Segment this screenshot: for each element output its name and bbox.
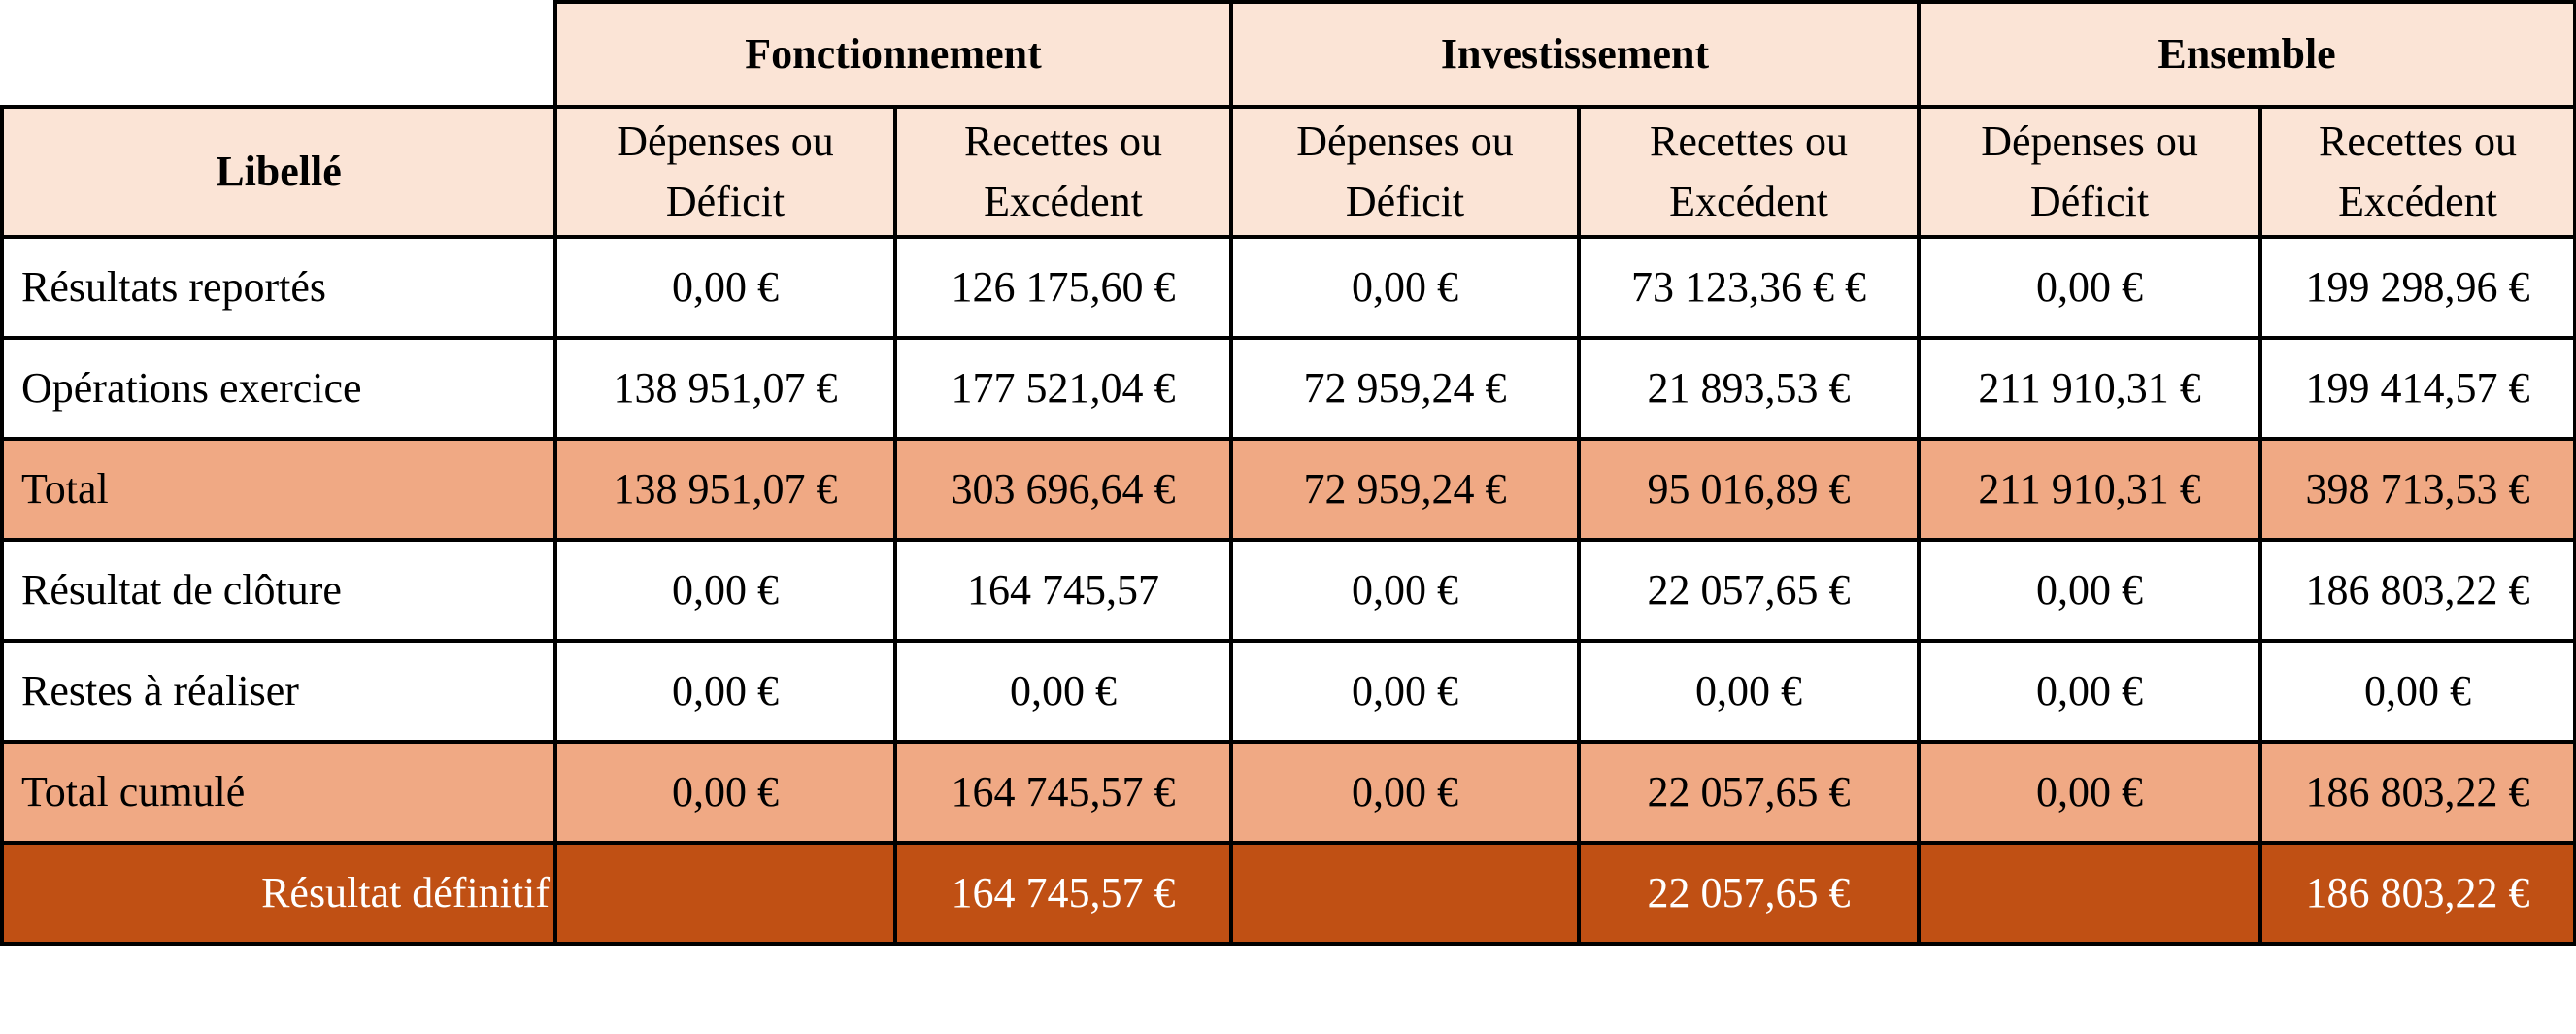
cell-value: 95 016,89 € xyxy=(1576,437,1922,542)
row-label: Résultat de clôture xyxy=(0,538,557,643)
header-recettes-investissement: Recettes ou Excédent xyxy=(1576,105,1922,239)
row-label: Total xyxy=(0,437,557,542)
table-row-restes-a-realiser: Restes à réaliser 0,00 € 0,00 € 0,00 € 0… xyxy=(0,639,2576,744)
row-label: Restes à réaliser xyxy=(0,639,557,744)
cell-value: 0,00 € xyxy=(1917,740,2263,845)
cell-value: 186 803,22 € xyxy=(2258,740,2576,845)
cell-value: 0,00 € xyxy=(2258,639,2576,744)
cell-value: 0,00 € xyxy=(1229,639,1581,744)
table-row-resultats-reportes: Résultats reportés 0,00 € 126 175,60 € 0… xyxy=(0,235,2576,340)
table-row-total-cumule: Total cumulé 0,00 € 164 745,57 € 0,00 € … xyxy=(0,740,2576,845)
cell-value: 0,00 € xyxy=(1229,538,1581,643)
header-depenses-ensemble: Dépenses ou Déficit xyxy=(1917,105,2263,239)
header-recettes-ensemble: Recettes ou Excédent xyxy=(2258,105,2576,239)
row-label: Résultat définitif xyxy=(0,841,557,946)
cell-value: 211 910,31 € xyxy=(1917,437,2263,542)
cell-value: 164 745,57 xyxy=(893,538,1233,643)
group-header-investissement: Investissement xyxy=(1228,0,1922,109)
cell-value: 138 951,07 € xyxy=(553,336,897,441)
header-depenses-fonctionnement: Dépenses ou Déficit xyxy=(553,105,897,239)
cell-value: 0,00 € xyxy=(553,639,897,744)
cell-value: 0,00 € xyxy=(1229,740,1581,845)
cell-value: 186 803,22 € xyxy=(2258,538,2576,643)
cell-value: 211 910,31 € xyxy=(1917,336,2263,441)
header-recettes-fonctionnement: Recettes ou Excédent xyxy=(893,105,1233,239)
table-row-total: Total 138 951,07 € 303 696,64 € 72 959,2… xyxy=(0,437,2576,542)
row-label: Opérations exercice xyxy=(0,336,557,441)
corner-cell xyxy=(2,2,557,109)
cell-value: 177 521,04 € xyxy=(893,336,1233,441)
budget-results-table: Fonctionnement Investissement Ensemble L… xyxy=(0,0,2576,946)
cell-value xyxy=(1917,841,2263,946)
row-label: Résultats reportés xyxy=(0,235,557,340)
group-header-fonctionnement: Fonctionnement xyxy=(553,0,1233,109)
cell-value xyxy=(553,841,897,946)
cell-value: 72 959,24 € xyxy=(1229,437,1581,542)
cell-value: 72 959,24 € xyxy=(1229,336,1581,441)
cell-value: 22 057,65 € xyxy=(1576,841,1922,946)
cell-value: 186 803,22 € xyxy=(2258,841,2576,946)
cell-value: 0,00 € xyxy=(553,235,897,340)
table-row-resultat-definitif: Résultat définitif 164 745,57 € 22 057,6… xyxy=(0,841,2576,946)
cell-value: 0,00 € xyxy=(553,538,897,643)
cell-value: 0,00 € xyxy=(893,639,1233,744)
cell-value: 199 414,57 € xyxy=(2258,336,2576,441)
cell-value: 22 057,65 € xyxy=(1576,740,1922,845)
cell-value: 164 745,57 € xyxy=(893,841,1233,946)
table-row-operations-exercice: Opérations exercice 138 951,07 € 177 521… xyxy=(0,336,2576,441)
cell-value: 0,00 € xyxy=(1917,235,2263,340)
cell-value: 126 175,60 € xyxy=(893,235,1233,340)
cell-value: 138 951,07 € xyxy=(553,437,897,542)
cell-value: 303 696,64 € xyxy=(893,437,1233,542)
cell-value: 199 298,96 € xyxy=(2258,235,2576,340)
cell-value: 73 123,36 € € xyxy=(1576,235,1922,340)
header-libelle: Libellé xyxy=(0,105,557,239)
cell-value: 398 713,53 € xyxy=(2258,437,2576,542)
row-label: Total cumulé xyxy=(0,740,557,845)
cell-value: 0,00 € xyxy=(553,740,897,845)
group-header-ensemble: Ensemble xyxy=(1917,0,2576,109)
cell-value: 0,00 € xyxy=(1917,538,2263,643)
cell-value: 22 057,65 € xyxy=(1576,538,1922,643)
column-header-row: Libellé Dépenses ou Déficit Recettes ou … xyxy=(0,105,2576,239)
header-depenses-investissement: Dépenses ou Déficit xyxy=(1229,105,1581,239)
cell-value: 21 893,53 € xyxy=(1576,336,1922,441)
cell-value: 0,00 € xyxy=(1576,639,1922,744)
cell-value: 0,00 € xyxy=(1229,235,1581,340)
table-row-resultat-cloture: Résultat de clôture 0,00 € 164 745,57 0,… xyxy=(0,538,2576,643)
cell-value: 164 745,57 € xyxy=(893,740,1233,845)
cell-value: 0,00 € xyxy=(1917,639,2263,744)
cell-value xyxy=(1229,841,1581,946)
group-header-row: Fonctionnement Investissement Ensemble xyxy=(2,0,2576,109)
